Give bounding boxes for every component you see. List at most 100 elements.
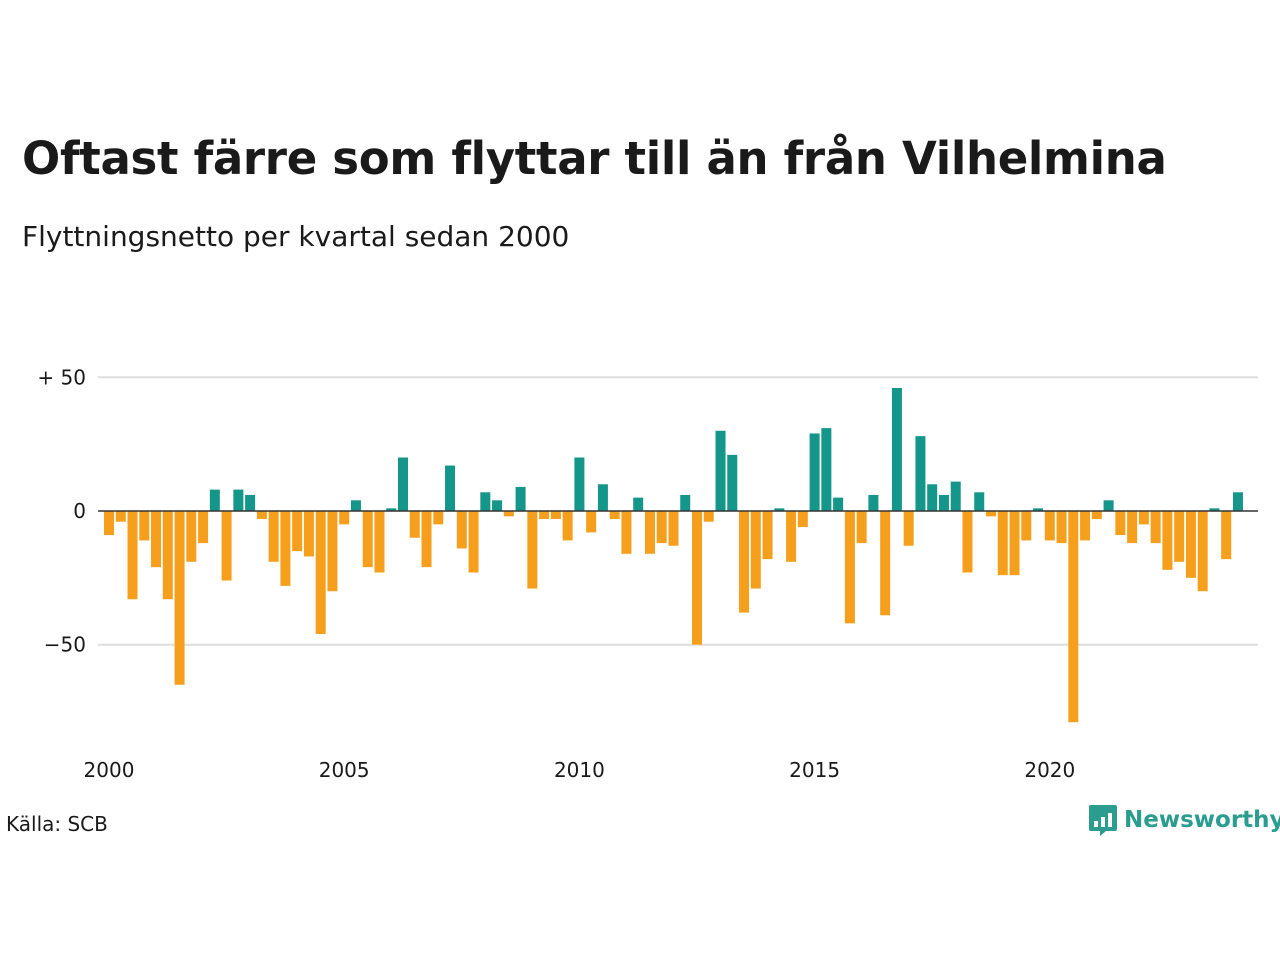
bar	[915, 436, 926, 511]
bar	[1091, 511, 1102, 520]
bar	[903, 511, 914, 546]
bar	[844, 511, 855, 624]
bar	[480, 492, 491, 511]
bar	[115, 511, 126, 522]
bar	[1221, 511, 1232, 560]
bar	[445, 465, 456, 511]
bar	[245, 494, 256, 511]
bar	[727, 454, 738, 511]
y-tick-label: 0	[73, 499, 86, 523]
bar	[609, 511, 620, 520]
bar	[456, 511, 467, 549]
newsworthy-logo-icon	[1089, 805, 1117, 836]
bar	[550, 511, 561, 520]
bar	[974, 492, 985, 511]
bar	[644, 511, 655, 554]
bar	[715, 430, 726, 511]
bar	[280, 511, 291, 586]
bar	[503, 511, 514, 517]
bar	[433, 511, 444, 525]
bar	[868, 494, 879, 511]
bar	[938, 494, 949, 511]
bar	[527, 511, 538, 589]
bar	[362, 511, 373, 568]
bar	[292, 511, 303, 552]
bar	[339, 511, 350, 525]
y-tick-label: −50	[44, 633, 86, 657]
grid-layer	[98, 376, 1258, 646]
bar	[774, 508, 785, 511]
bar	[597, 484, 608, 511]
brand-logo[interactable]: Newsworthy	[1088, 803, 1280, 837]
bar	[174, 511, 185, 685]
bar	[327, 511, 338, 592]
x-tick-label: 2005	[319, 758, 370, 782]
bar	[374, 511, 385, 573]
bar	[1127, 511, 1138, 544]
bar	[668, 511, 679, 546]
bar	[421, 511, 432, 568]
bar	[621, 511, 632, 554]
bar	[1150, 511, 1161, 544]
bar	[1162, 511, 1173, 570]
bar	[986, 511, 996, 517]
bar	[1115, 511, 1126, 536]
bar	[809, 433, 820, 511]
bar	[1103, 500, 1114, 511]
bar	[268, 511, 279, 562]
brand-name: Newsworthy	[1124, 807, 1280, 833]
bar	[186, 511, 197, 562]
bar	[586, 511, 597, 533]
bar	[1232, 492, 1243, 511]
bar	[856, 511, 867, 544]
bar	[1080, 511, 1091, 541]
bar-chart: + 50 0 −50 2000 2005 2010 2015 2020	[37, 365, 1258, 782]
bar	[797, 511, 808, 528]
bar	[1056, 511, 1067, 544]
bar	[209, 489, 220, 511]
bar	[256, 511, 267, 520]
bar	[1174, 511, 1185, 562]
bar	[927, 484, 938, 511]
bar	[1021, 511, 1032, 541]
bar	[1138, 511, 1149, 525]
bar	[562, 511, 573, 541]
bar	[468, 511, 479, 573]
chart-subtitle: Flyttningsnetto per kvartal sedan 2000	[22, 220, 570, 253]
bar	[1068, 511, 1079, 723]
bar	[997, 511, 1008, 576]
bar	[703, 511, 714, 522]
bar	[680, 494, 691, 511]
bar	[692, 511, 702, 645]
bar	[104, 511, 114, 536]
bar	[1209, 508, 1220, 511]
bar	[880, 511, 891, 616]
bar	[233, 489, 244, 511]
bar	[891, 387, 902, 511]
x-tick-label: 2015	[789, 758, 840, 782]
y-tick-label: + 50	[37, 365, 86, 389]
bar	[398, 457, 408, 511]
bar	[1197, 511, 1208, 592]
bar	[574, 457, 585, 511]
bar	[833, 497, 844, 511]
source-note: Källa: SCB	[6, 812, 108, 836]
bar	[515, 486, 526, 511]
bar	[139, 511, 150, 541]
bar	[386, 508, 397, 511]
bar	[786, 511, 797, 562]
bar	[492, 500, 503, 511]
bar	[127, 511, 138, 600]
bar	[962, 511, 973, 573]
bar	[633, 497, 644, 511]
bar	[162, 511, 173, 600]
bar	[151, 511, 162, 568]
axis-layer: + 50 0 −50 2000 2005 2010 2015 2020	[37, 365, 1258, 782]
x-tick-label: 2000	[84, 758, 135, 782]
bar	[739, 511, 750, 613]
bar	[303, 511, 314, 557]
bar	[198, 511, 209, 544]
x-tick-label: 2020	[1024, 758, 1075, 782]
bar	[221, 511, 232, 581]
bar	[1044, 511, 1055, 541]
